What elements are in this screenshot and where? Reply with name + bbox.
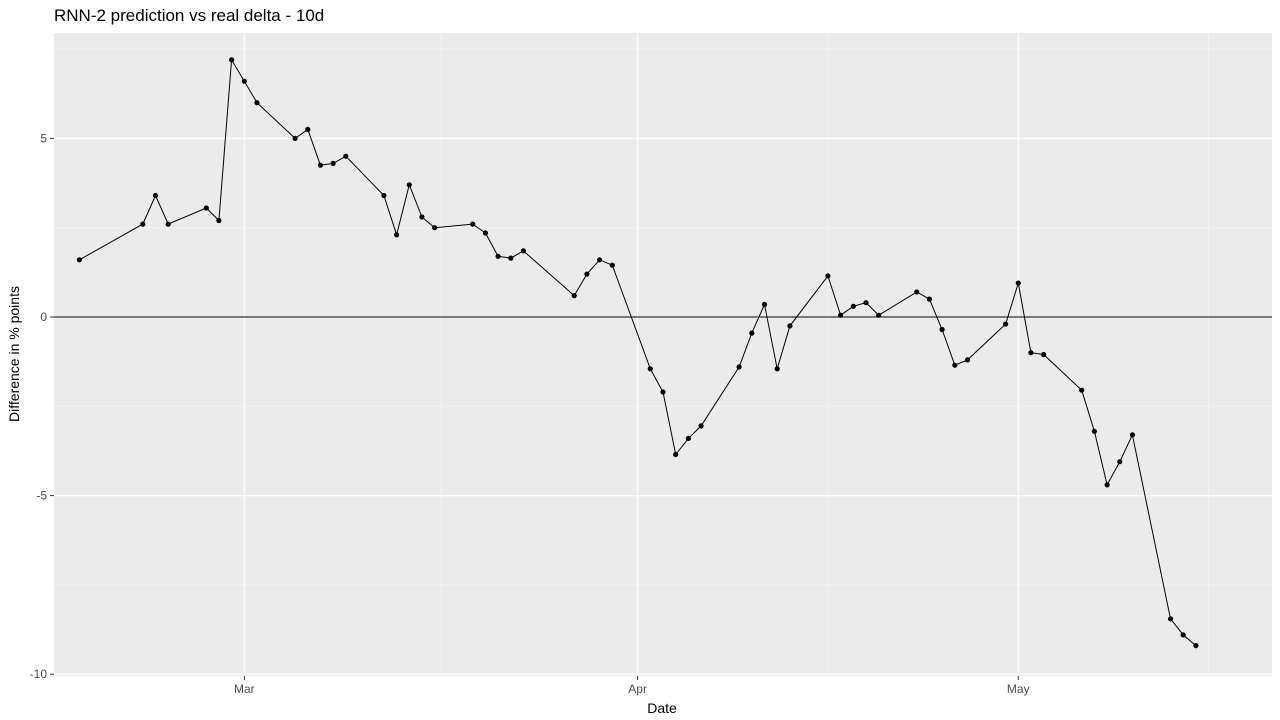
data-point	[241, 78, 247, 84]
data-point	[330, 160, 336, 166]
y-tick-label: -10	[30, 667, 48, 681]
data-point	[140, 221, 146, 227]
data-point	[736, 364, 742, 370]
data-point	[660, 389, 666, 395]
data-point	[1193, 643, 1199, 649]
data-point	[964, 357, 971, 363]
data-point	[406, 182, 412, 188]
data-point	[292, 135, 298, 141]
plot-panel	[54, 33, 1272, 676]
data-point	[698, 423, 704, 429]
data-point	[749, 330, 755, 336]
data-point	[1104, 482, 1110, 488]
data-point	[76, 257, 82, 263]
data-series	[76, 57, 1199, 649]
axis-ticks: -10 -5 0 5 Mar Apr May	[30, 131, 1030, 696]
data-point	[914, 289, 920, 295]
x-axis-title: Date	[647, 700, 677, 716]
data-point	[1117, 459, 1123, 465]
y-tick-label: 0	[40, 310, 47, 324]
data-point	[584, 271, 590, 277]
data-point	[825, 273, 831, 279]
data-point	[647, 366, 653, 372]
y-tick-label: 5	[40, 131, 47, 145]
data-point	[432, 225, 438, 231]
data-point	[1015, 280, 1021, 286]
data-point	[343, 153, 349, 159]
y-tick-label: -5	[36, 489, 47, 503]
data-point	[597, 257, 603, 263]
minor-gridlines	[54, 33, 1272, 676]
data-point	[926, 296, 933, 302]
data-point	[508, 255, 514, 261]
x-tick-label: Mar	[234, 682, 255, 696]
data-point	[381, 192, 387, 199]
x-tick-label: Apr	[628, 682, 647, 696]
data-point	[1180, 632, 1186, 638]
data-point	[203, 205, 209, 211]
data-point	[165, 221, 171, 227]
data-point	[520, 248, 527, 254]
data-point	[229, 57, 235, 63]
data-point	[317, 162, 323, 168]
data-point	[419, 214, 425, 220]
data-point	[761, 301, 768, 308]
data-point	[495, 253, 501, 259]
data-point	[673, 451, 679, 458]
data-point	[876, 312, 882, 318]
data-point	[787, 323, 793, 329]
data-point	[216, 217, 222, 224]
data-point	[1079, 387, 1085, 393]
data-point	[1028, 350, 1034, 356]
data-point	[1167, 616, 1174, 622]
data-point	[254, 100, 260, 106]
data-point	[571, 293, 577, 299]
data-point	[863, 300, 869, 306]
y-axis-title: Difference in % points	[6, 286, 22, 422]
data-point	[482, 230, 488, 236]
data-point	[685, 435, 692, 441]
data-point	[838, 312, 844, 318]
chart-title: RNN-2 prediction vs real delta - 10d	[54, 6, 324, 25]
data-point	[850, 303, 856, 309]
data-point	[774, 366, 780, 372]
data-point	[305, 126, 311, 132]
data-point	[1091, 428, 1097, 434]
data-point	[470, 221, 476, 227]
data-point	[152, 192, 159, 199]
data-point	[609, 262, 615, 268]
x-tick-label: May	[1007, 682, 1030, 696]
data-point	[1041, 351, 1047, 358]
data-point	[1129, 432, 1135, 438]
data-point	[952, 362, 958, 368]
data-point	[394, 232, 400, 238]
data-point	[1003, 321, 1009, 327]
data-point	[939, 326, 945, 333]
